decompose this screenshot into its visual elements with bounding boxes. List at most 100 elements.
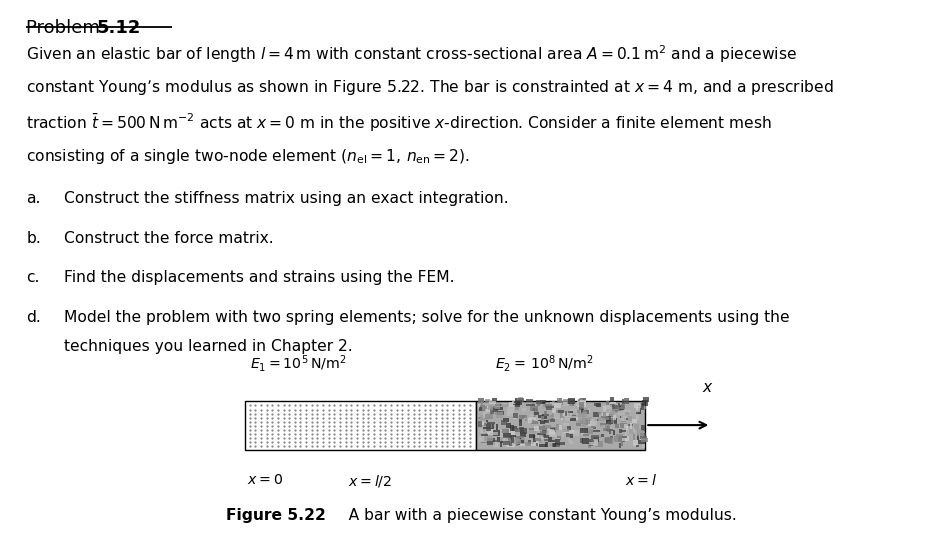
Bar (536, 415, 539, 421)
Bar (641, 437, 645, 443)
Bar (611, 409, 619, 413)
Bar (642, 445, 645, 448)
Text: Find the displacements and strains using the FEM.: Find the displacements and strains using… (64, 270, 455, 286)
Text: a.: a. (26, 191, 41, 206)
Bar (544, 435, 549, 438)
Bar (483, 406, 488, 409)
Bar (557, 425, 562, 430)
Bar (519, 427, 524, 432)
Bar (487, 422, 495, 423)
Bar (566, 413, 568, 415)
Bar (558, 413, 563, 417)
Bar (609, 421, 611, 425)
Bar (552, 401, 555, 402)
Bar (639, 433, 642, 437)
Bar (625, 410, 631, 412)
Bar (545, 404, 552, 408)
Bar (615, 423, 619, 428)
Bar (610, 411, 614, 416)
Bar (553, 413, 558, 419)
Bar (489, 441, 491, 444)
Bar (554, 403, 561, 408)
Bar (611, 405, 620, 411)
Bar (496, 440, 499, 446)
Bar (514, 439, 521, 444)
Bar (573, 400, 575, 403)
Bar (516, 400, 522, 405)
Bar (518, 438, 521, 441)
Bar (621, 404, 625, 409)
Bar (517, 428, 522, 429)
Bar (531, 408, 538, 414)
Bar (507, 441, 513, 447)
Bar (591, 419, 597, 425)
Bar (503, 433, 511, 437)
Bar (619, 444, 621, 448)
Bar (513, 413, 518, 418)
Bar (563, 417, 569, 421)
Bar (527, 404, 535, 406)
Bar (619, 429, 622, 433)
Bar (549, 427, 556, 432)
Bar (515, 428, 517, 432)
Bar (544, 425, 551, 428)
Bar (522, 415, 528, 419)
Bar (485, 432, 487, 435)
Bar (563, 416, 570, 421)
Bar (642, 438, 648, 442)
Bar (601, 416, 609, 418)
Bar (493, 405, 496, 408)
Bar (500, 404, 508, 407)
Text: A bar with a piecewise constant Young’s modulus.: A bar with a piecewise constant Young’s … (334, 508, 738, 523)
Bar (619, 408, 624, 414)
Bar (568, 404, 574, 407)
Bar (536, 400, 543, 404)
Text: Model the problem with two spring elements; solve for the unknown displacements : Model the problem with two spring elemen… (64, 310, 789, 325)
Bar (628, 429, 634, 434)
Bar (486, 424, 491, 431)
Bar (540, 400, 546, 404)
Text: $E_1 =10^5\,\mathrm{N/m}^2$: $E_1 =10^5\,\mathrm{N/m}^2$ (250, 353, 346, 374)
Text: Construct the force matrix.: Construct the force matrix. (64, 231, 274, 246)
Bar (516, 440, 518, 446)
Bar (515, 438, 517, 440)
Bar (531, 421, 538, 424)
Bar (610, 402, 615, 404)
Bar (593, 431, 600, 432)
Bar (510, 437, 514, 443)
Bar (480, 402, 483, 406)
Bar (545, 428, 547, 433)
Bar (582, 424, 586, 427)
Bar (625, 430, 626, 436)
Bar (527, 399, 533, 402)
Bar (577, 403, 579, 406)
Bar (603, 417, 609, 420)
Bar (503, 441, 510, 445)
Bar (535, 438, 542, 441)
Bar (533, 435, 536, 442)
Bar (577, 421, 581, 423)
Bar (482, 412, 487, 418)
Bar (479, 421, 482, 427)
Bar (497, 437, 503, 443)
Bar (479, 398, 483, 403)
Bar (580, 400, 586, 403)
Bar (594, 403, 600, 407)
Bar (476, 401, 645, 450)
Bar (512, 401, 518, 404)
Bar (583, 409, 591, 413)
Bar (540, 444, 544, 447)
Text: Construct the stiffness matrix using an exact integration.: Construct the stiffness matrix using an … (64, 191, 509, 206)
Text: techniques you learned in Chapter 2.: techniques you learned in Chapter 2. (64, 339, 352, 354)
Bar (502, 429, 510, 433)
Bar (636, 415, 640, 420)
Bar (538, 420, 544, 421)
Bar (495, 407, 503, 409)
Bar (478, 404, 480, 408)
Bar (529, 417, 536, 420)
Bar (626, 424, 628, 430)
Bar (639, 405, 646, 409)
Bar (533, 412, 539, 415)
Bar (509, 429, 515, 435)
Bar (618, 403, 620, 405)
